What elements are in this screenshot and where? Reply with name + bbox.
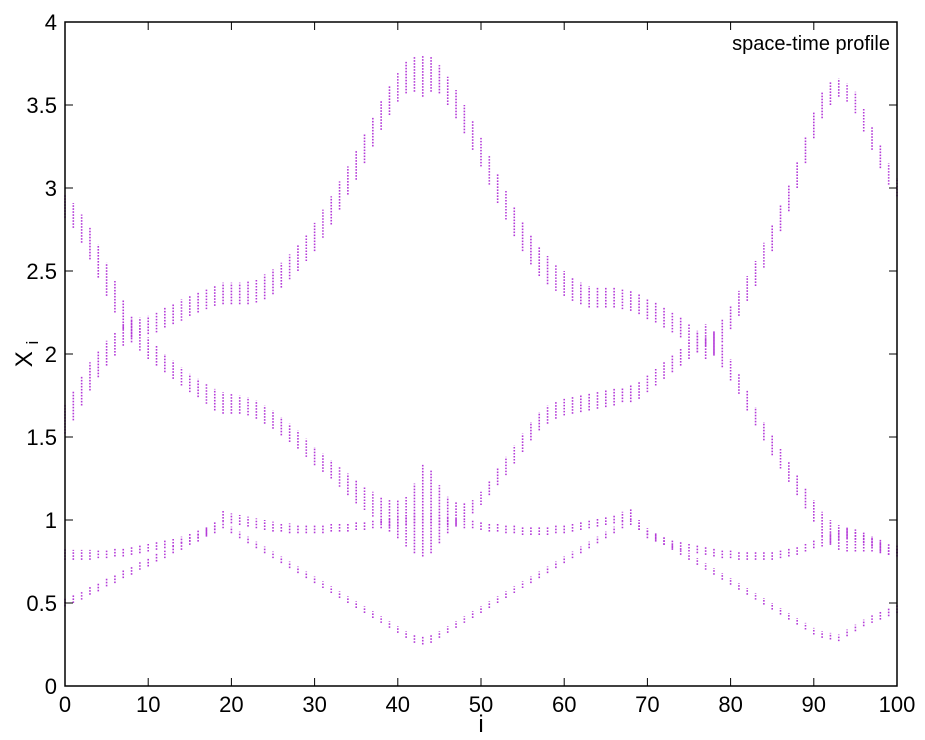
y-tick-label-4: 4 [45,10,57,35]
y-axis: 0 0.5 1 1.5 2 2.5 3 3.5 4 [26,10,897,699]
y-tick-label-1.5: 1.5 [26,425,57,450]
x-tick-label-60: 60 [552,692,576,717]
plot-frame [64,21,898,687]
x-axis-label: i [478,711,483,735]
x-tick-label-40: 40 [386,692,410,717]
x-tick-label-30: 30 [302,692,326,717]
y-tick-label-3: 3 [45,176,57,201]
x-tick-label-0: 0 [59,692,71,717]
y-tick-label-2: 2 [45,342,57,367]
x-tick-label-10: 10 [136,692,160,717]
y-tick-label-2.5: 2.5 [26,259,57,284]
y-tick-label-3.5: 3.5 [26,93,57,118]
y-tick-label-1: 1 [45,508,57,533]
x-axis: 0 10 20 30 40 50 60 70 80 90 100 [59,22,915,717]
data-marks [64,55,898,645]
x-tick-label-80: 80 [718,692,742,717]
x-tick-label-90: 90 [802,692,826,717]
x-tick-label-70: 70 [635,692,659,717]
x-tick-label-100: 100 [879,692,916,717]
y-axis-label: X i [11,341,42,367]
y-axis-label-main: X [11,351,38,367]
legend-label: space-time profile [732,33,890,55]
y-axis-label-subscript: i [23,341,42,345]
y-tick-label-0: 0 [45,674,57,699]
x-tick-label-50: 50 [469,692,493,717]
y-tick-label-0.5: 0.5 [26,591,57,616]
x-tick-label-20: 20 [219,692,243,717]
